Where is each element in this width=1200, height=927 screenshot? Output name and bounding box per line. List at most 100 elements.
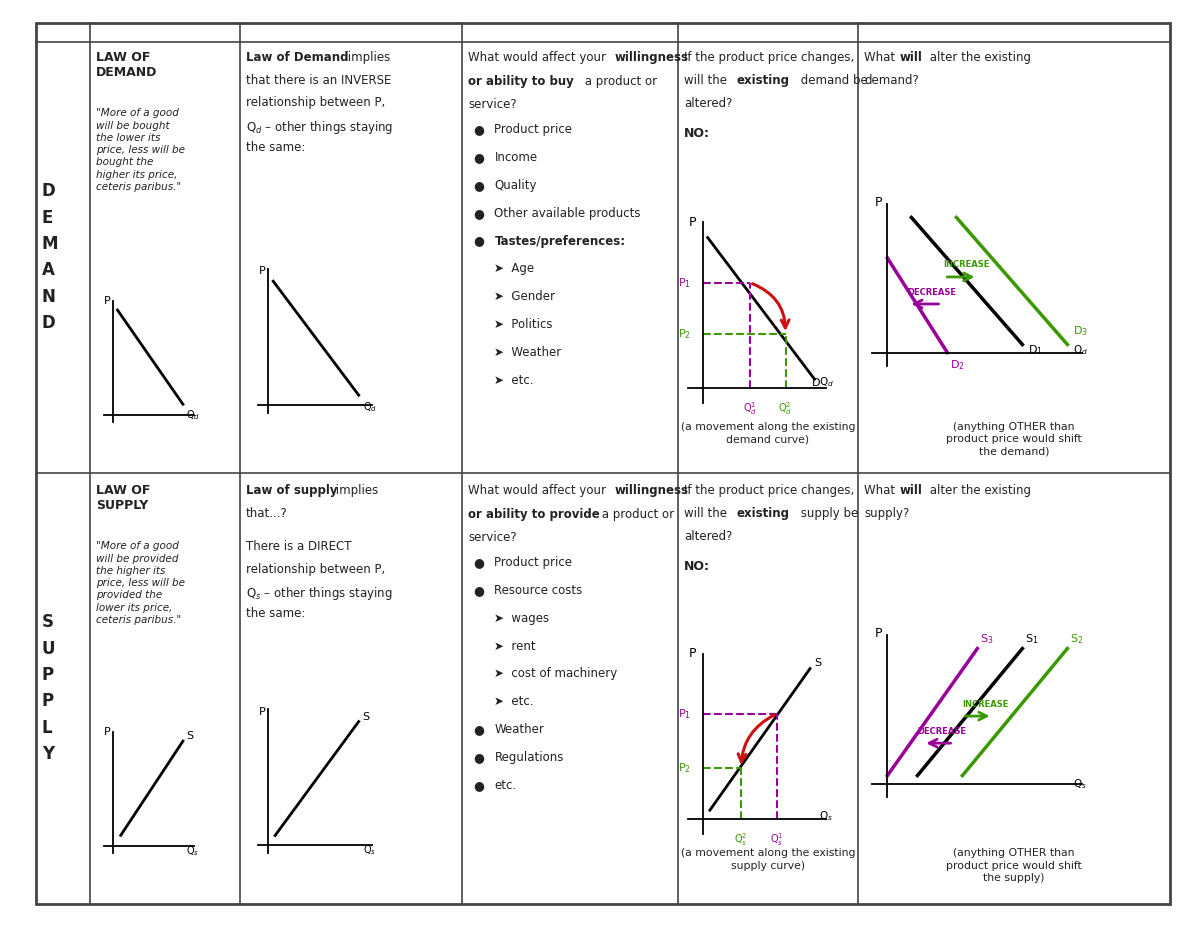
Text: existing: existing — [737, 507, 790, 520]
Text: INCREASE: INCREASE — [943, 260, 989, 270]
Text: ➤  rent: ➤ rent — [494, 640, 536, 653]
Text: (a movement along the existing
demand curve): (a movement along the existing demand cu… — [680, 422, 856, 444]
Text: demand?: demand? — [864, 74, 919, 87]
Text: Q$_s^1$: Q$_s^1$ — [770, 832, 784, 848]
Text: relationship between P,: relationship between P, — [246, 96, 385, 109]
Text: (anything OTHER than
product price would shift
the demand): (anything OTHER than product price would… — [946, 422, 1082, 457]
Text: Product price: Product price — [494, 123, 572, 136]
Text: will: will — [900, 484, 923, 497]
Text: What would affect your: What would affect your — [468, 51, 610, 64]
Text: Q$_d$ – other things staying: Q$_d$ – other things staying — [246, 119, 394, 135]
Text: What: What — [864, 51, 899, 64]
Text: Q$_d^2$: Q$_d^2$ — [779, 400, 792, 417]
Text: demand be: demand be — [797, 74, 868, 87]
Text: P: P — [689, 215, 696, 229]
Text: LAW OF
DEMAND: LAW OF DEMAND — [96, 51, 157, 80]
Text: "More of a good
will be provided
the higher its
price, less will be
provided the: "More of a good will be provided the hig… — [96, 541, 185, 625]
Text: D$_2$: D$_2$ — [950, 358, 965, 372]
Text: supply be: supply be — [797, 507, 858, 520]
Text: Tastes/preferences:: Tastes/preferences: — [494, 235, 625, 248]
Text: S: S — [815, 657, 822, 667]
Text: Income: Income — [494, 151, 538, 164]
Text: ➤  Gender: ➤ Gender — [494, 290, 556, 303]
Text: S
U
P
P
L
Y: S U P P L Y — [42, 614, 55, 763]
Text: If the product price changes,: If the product price changes, — [684, 484, 854, 497]
Text: will: will — [900, 51, 923, 64]
Text: ●: ● — [473, 556, 484, 569]
Text: Weather: Weather — [494, 723, 545, 736]
Text: Q$_s$ – other things staying: Q$_s$ – other things staying — [246, 585, 392, 602]
Text: S$_1$: S$_1$ — [1025, 632, 1039, 646]
Text: Q$_s$: Q$_s$ — [818, 809, 833, 823]
Text: or ability to provide: or ability to provide — [468, 508, 600, 521]
Text: (a movement along the existing
supply curve): (a movement along the existing supply cu… — [680, 848, 856, 870]
Text: implies: implies — [332, 484, 379, 497]
Text: Regulations: Regulations — [494, 751, 564, 764]
Text: INCREASE: INCREASE — [962, 700, 1009, 708]
Text: will the: will the — [684, 507, 731, 520]
Text: Resource costs: Resource costs — [494, 584, 583, 597]
Text: ●: ● — [473, 151, 484, 164]
Text: P: P — [875, 197, 882, 210]
Text: alter the existing: alter the existing — [926, 51, 1032, 64]
Text: ➤  cost of machinery: ➤ cost of machinery — [494, 667, 618, 680]
Text: Other available products: Other available products — [494, 207, 641, 220]
Text: S$_2$: S$_2$ — [1070, 632, 1084, 646]
Text: DECREASE: DECREASE — [907, 287, 956, 297]
Text: P$_1$: P$_1$ — [678, 276, 691, 289]
Text: P: P — [258, 706, 265, 717]
Text: ●: ● — [473, 235, 484, 248]
Text: Law of supply: Law of supply — [246, 484, 337, 497]
Text: If the product price changes,: If the product price changes, — [684, 51, 854, 64]
Text: the same:: the same: — [246, 607, 305, 620]
Text: D
E
M
A
N
D: D E M A N D — [42, 183, 59, 332]
Text: will the: will the — [684, 74, 731, 87]
Text: or ability to buy: or ability to buy — [468, 75, 574, 88]
Text: ➤  etc.: ➤ etc. — [494, 695, 534, 708]
Text: willingness: willingness — [614, 484, 689, 497]
Text: (anything OTHER than
product price would shift
the supply): (anything OTHER than product price would… — [946, 848, 1082, 883]
Text: ➤  wages: ➤ wages — [494, 612, 550, 625]
Text: D: D — [812, 377, 821, 387]
Text: willingness: willingness — [614, 51, 689, 64]
Text: that...?: that...? — [246, 507, 288, 520]
Text: What: What — [864, 484, 899, 497]
Text: What would affect your: What would affect your — [468, 484, 610, 497]
Text: P$_2$: P$_2$ — [678, 761, 691, 775]
Text: implies: implies — [344, 51, 391, 64]
Text: ●: ● — [473, 179, 484, 192]
Text: Q$_s$: Q$_s$ — [362, 843, 376, 857]
Text: ➤  Politics: ➤ Politics — [494, 318, 553, 331]
Text: Q$_s$: Q$_s$ — [186, 844, 199, 857]
Text: ➤  etc.: ➤ etc. — [494, 374, 534, 387]
Text: DECREASE: DECREASE — [918, 727, 966, 736]
Text: LAW OF
SUPPLY: LAW OF SUPPLY — [96, 484, 150, 513]
Text: that there is an INVERSE: that there is an INVERSE — [246, 74, 391, 87]
Text: Q$_d$: Q$_d$ — [1073, 343, 1088, 357]
Text: P: P — [689, 646, 696, 660]
Text: P$_2$: P$_2$ — [678, 327, 691, 341]
Text: ➤  Age: ➤ Age — [494, 262, 534, 275]
Text: altered?: altered? — [684, 97, 732, 110]
Text: alter the existing: alter the existing — [926, 484, 1032, 497]
Text: ●: ● — [473, 123, 484, 136]
Text: Quality: Quality — [494, 179, 536, 192]
Text: S$_3$: S$_3$ — [980, 632, 994, 646]
Text: Law of Demand: Law of Demand — [246, 51, 348, 64]
Text: ➤  Weather: ➤ Weather — [494, 346, 562, 359]
Text: ●: ● — [473, 779, 484, 792]
Text: S: S — [186, 731, 193, 741]
Text: existing: existing — [737, 74, 790, 87]
Text: P: P — [258, 266, 265, 276]
Text: the same:: the same: — [246, 141, 305, 154]
Text: Product price: Product price — [494, 556, 572, 569]
Text: Q$_s^2$: Q$_s^2$ — [734, 832, 748, 848]
Text: Q$_d$: Q$_d$ — [362, 400, 377, 414]
Text: "More of a good
will be bought
the lower its
price, less will be
bought the
high: "More of a good will be bought the lower… — [96, 108, 185, 192]
Text: a product or: a product or — [598, 508, 673, 521]
Text: NO:: NO: — [684, 560, 710, 573]
Text: supply?: supply? — [864, 507, 910, 520]
Text: Q$_d^1$: Q$_d^1$ — [743, 400, 757, 417]
Text: service?: service? — [468, 98, 517, 111]
Text: ●: ● — [473, 207, 484, 220]
